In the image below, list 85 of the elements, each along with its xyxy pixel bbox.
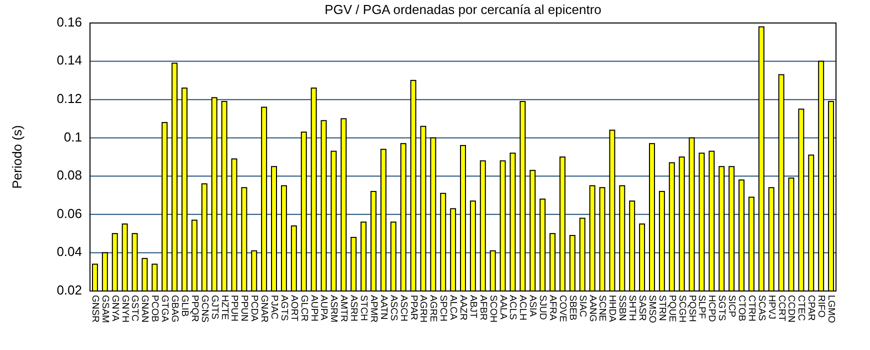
y-tick-label: 0.12 (56, 91, 82, 106)
x-tick-label: ABJT (467, 295, 478, 318)
x-tick-label: CCDN (786, 295, 797, 323)
x-tick-label: GBAG (169, 295, 180, 322)
x-tick-label: AFBR (477, 295, 488, 320)
x-tick-label: PPQR (188, 295, 200, 322)
x-tick-label: AATN (378, 295, 389, 320)
y-tick-label: 0.08 (56, 168, 82, 183)
x-tick-label: GLCR (298, 295, 310, 322)
x-tick-label: SSBN (616, 295, 628, 322)
x-tick-label: AANG (586, 295, 598, 322)
y-tick-label: 0.04 (56, 244, 82, 260)
x-tick-label: SMSO (646, 295, 658, 323)
x-tick-label: SCGH (676, 295, 688, 323)
y-tick-label: 0.16 (56, 14, 82, 30)
x-tick-label: GNYH (119, 295, 130, 323)
x-tick-label: GLIB (178, 295, 190, 317)
x-tick-label: ASCH (398, 295, 409, 322)
x-tick-label: CTOB (736, 295, 747, 322)
x-tick-label: SCNE (596, 295, 608, 322)
x-tick-label: PJAC (268, 295, 280, 320)
x-tick-label: ASRH (348, 295, 360, 322)
x-tick-label: HPVJ (766, 295, 777, 320)
x-tick-label: AUPA (318, 295, 330, 321)
x-tick-label: AAZR (457, 295, 468, 320)
x-tick-label: ASIA (527, 295, 538, 318)
x-tick-label: PQSH (686, 295, 698, 322)
x-tick-label: GNAN (139, 295, 150, 323)
x-tick-label: CTEC (796, 295, 807, 321)
x-tick-label: AMTR (338, 295, 350, 322)
x-tick-label: AORT (288, 295, 300, 322)
x-tick-label: LGMO (826, 295, 837, 323)
y-tick-label: 0.14 (56, 52, 82, 68)
x-tick-label: SJUD (537, 295, 548, 320)
x-tick-label: AUPH (308, 295, 320, 322)
x-tick-label: STRN (656, 295, 668, 321)
x-tick-label: SIAC (576, 295, 588, 318)
x-tick-label: PQUE (666, 295, 678, 322)
x-tick-label: COVE (556, 295, 568, 322)
x-tick-label: AALA (497, 295, 508, 320)
x-tick-label: ASRM (328, 295, 340, 323)
x-tick-label: HCPD (706, 295, 718, 322)
y-tick-label: 0.1 (64, 129, 82, 144)
x-tick-label: CPAR (806, 295, 817, 321)
x-tick-label: AFRA (547, 295, 558, 321)
x-tick-label: PPUN (238, 295, 250, 322)
x-tick-label: SCAS (756, 295, 767, 321)
x-tick-label: GNSR (89, 295, 100, 323)
x-tick-label: SGTS (716, 295, 728, 321)
x-tick-label: PPAR (408, 295, 419, 320)
chart-title: PGV / PGA ordenadas por cercanía al epicentro (324, 2, 602, 17)
x-tick-label: SBEB (566, 295, 578, 320)
x-tick-label: ASCS (388, 295, 399, 321)
x-tick-label: SPCH (438, 295, 449, 322)
x-tick-label: PCDA (248, 295, 260, 322)
x-tick-label: SASR (636, 295, 648, 322)
x-tick-label: SCOH (487, 295, 498, 323)
x-tick-label: HZTE (218, 295, 230, 320)
x-tick-label: GSAM (99, 295, 110, 324)
x-tick-label: RIFO (816, 295, 827, 318)
x-tick-label: AGRE (428, 295, 439, 322)
x-tick-label: ACLH (517, 295, 528, 320)
x-tick-label: PCOB (149, 295, 160, 322)
x-tick-label: AGRH (418, 295, 429, 323)
x-tick-label: APMR (368, 295, 379, 323)
x-tick-label: STCH (358, 295, 370, 321)
x-tick-label: GSTC (129, 295, 140, 322)
y-tick-label: 0.06 (56, 206, 82, 221)
x-tick-label: ALCA (448, 295, 459, 320)
x-tick-label: AGTS (278, 295, 290, 321)
x-tick-label: PPUH (228, 295, 240, 322)
y-tick-label: 0.02 (56, 282, 82, 298)
y-axis-title: Periodo (s) (9, 125, 24, 189)
x-tick-label: GNAR (258, 295, 270, 323)
x-tick-label: ACLS (507, 295, 518, 320)
x-tick-label: GJTS (208, 295, 220, 320)
x-tick-label: CCRT (776, 295, 787, 322)
x-tick-label: GNYA (109, 295, 120, 322)
x-tick-label: GCNS (198, 295, 210, 322)
x-tick-label: CTRH (746, 295, 757, 322)
x-tick-label: SHTH (626, 295, 638, 321)
x-tick-label: HHDA (606, 295, 618, 323)
x-tick-label: SLPF (696, 295, 708, 319)
x-tick-label: GTGA (159, 295, 170, 323)
x-tick-label: SICP (726, 295, 738, 318)
